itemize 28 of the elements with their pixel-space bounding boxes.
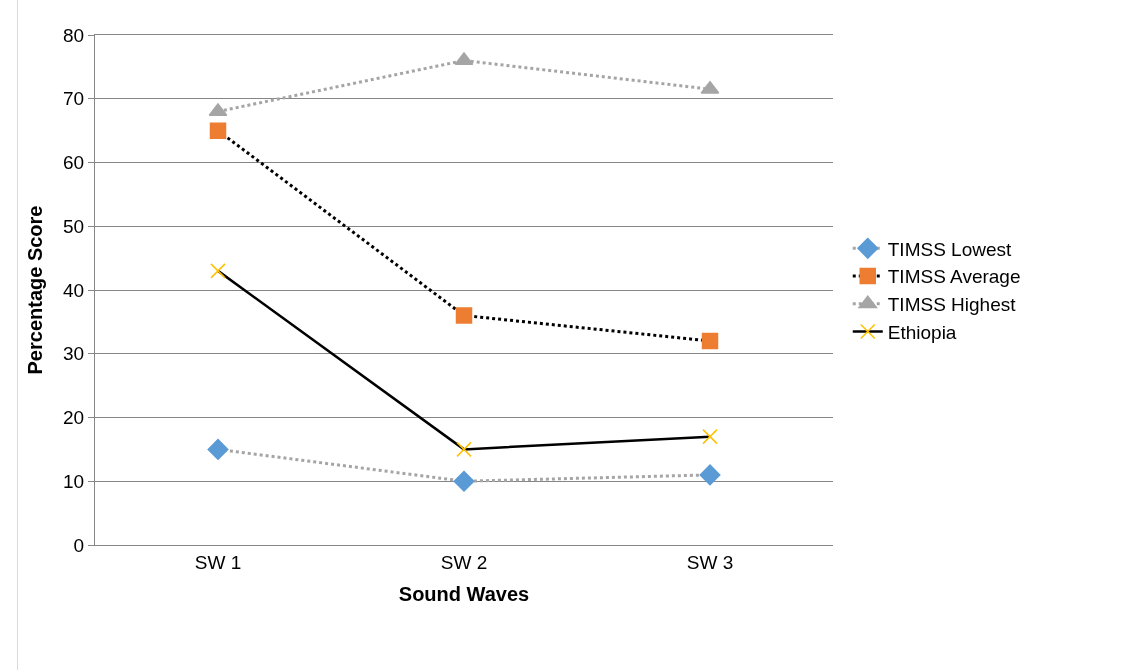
legend-label: Ethiopia <box>887 321 957 343</box>
y-tick-label: 20 <box>63 407 85 429</box>
x-tick-label: SW 1 <box>194 551 242 573</box>
point <box>456 441 472 458</box>
point <box>455 307 473 324</box>
point <box>701 332 719 350</box>
point <box>700 80 720 94</box>
y-tick-label: 70 <box>63 88 85 110</box>
legend-label: TIMSS Highest <box>887 294 1017 316</box>
point <box>210 263 226 279</box>
y-tick-label: 10 <box>63 470 85 492</box>
point <box>699 464 721 486</box>
legend-label: TIMSS Average <box>887 266 1021 288</box>
point <box>207 438 229 460</box>
x-tick-label: SW 2 <box>440 551 488 573</box>
y-axis-title: Percentage Score <box>23 205 46 375</box>
point <box>453 470 475 492</box>
y-tick-label: 40 <box>63 279 85 301</box>
point <box>702 428 718 445</box>
point <box>209 122 227 139</box>
y-tick-label: 60 <box>63 152 85 174</box>
y-tick-label: 50 <box>63 215 85 237</box>
x-tick-label: SW 3 <box>686 551 734 573</box>
legend-label: TIMSS Lowest <box>887 238 1013 260</box>
y-tick-label: 0 <box>73 534 85 556</box>
y-tick-label: 30 <box>63 343 85 365</box>
y-tick-label: 80 <box>63 24 85 46</box>
x-axis-title: Sound Waves <box>398 583 530 606</box>
